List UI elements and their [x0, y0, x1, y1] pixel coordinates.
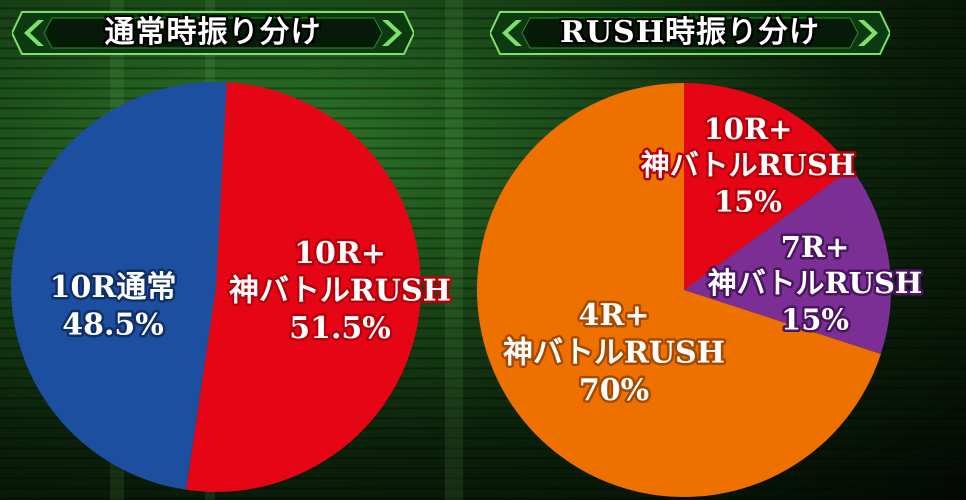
background-light-streak	[445, 0, 463, 500]
chart-title-banner-normal: 通常時振り分け	[12, 8, 414, 58]
chart-title-rush: RUSH時振り分け	[559, 15, 821, 50]
chevron-left-icon	[502, 20, 522, 46]
chevron-left-icon	[24, 20, 44, 46]
slice-label: 10R+	[294, 236, 386, 271]
slice-label: 神バトルRUSH	[503, 336, 725, 371]
pie-slice	[684, 83, 852, 290]
slice-label: 10R+	[704, 112, 793, 146]
banner-frame	[12, 11, 414, 55]
pie-rush: 10R+神バトルRUSH15%7R+神バトルRUSH15%4R+神バトルRUSH…	[477, 83, 925, 497]
slice-label: 51.5%	[289, 311, 391, 346]
chart-title-banner-rush: RUSH時振り分け	[490, 8, 890, 58]
pie-slice	[10, 81, 227, 490]
slice-label: 神バトルRUSH	[641, 148, 856, 182]
slice-label: 神バトルRUSH	[229, 274, 451, 309]
slice-label: 15%	[714, 184, 782, 218]
chevron-right-icon	[382, 20, 402, 46]
slice-label: 7R+	[781, 230, 850, 264]
chart-title-normal: 通常時振り分け	[104, 15, 322, 50]
slice-label: 神バトルRUSH	[708, 266, 923, 300]
pie-slice	[186, 82, 421, 492]
banner-frame	[490, 11, 890, 55]
slice-label: 48.5%	[62, 307, 164, 342]
pie-slice	[477, 83, 881, 497]
slice-label: 15%	[781, 302, 849, 336]
chevron-right-icon	[858, 20, 878, 46]
slice-label: 70%	[579, 373, 649, 408]
slice-label: 4R+	[579, 298, 650, 333]
slice-label: 10R通常	[50, 270, 177, 305]
pie-slice	[684, 168, 891, 354]
